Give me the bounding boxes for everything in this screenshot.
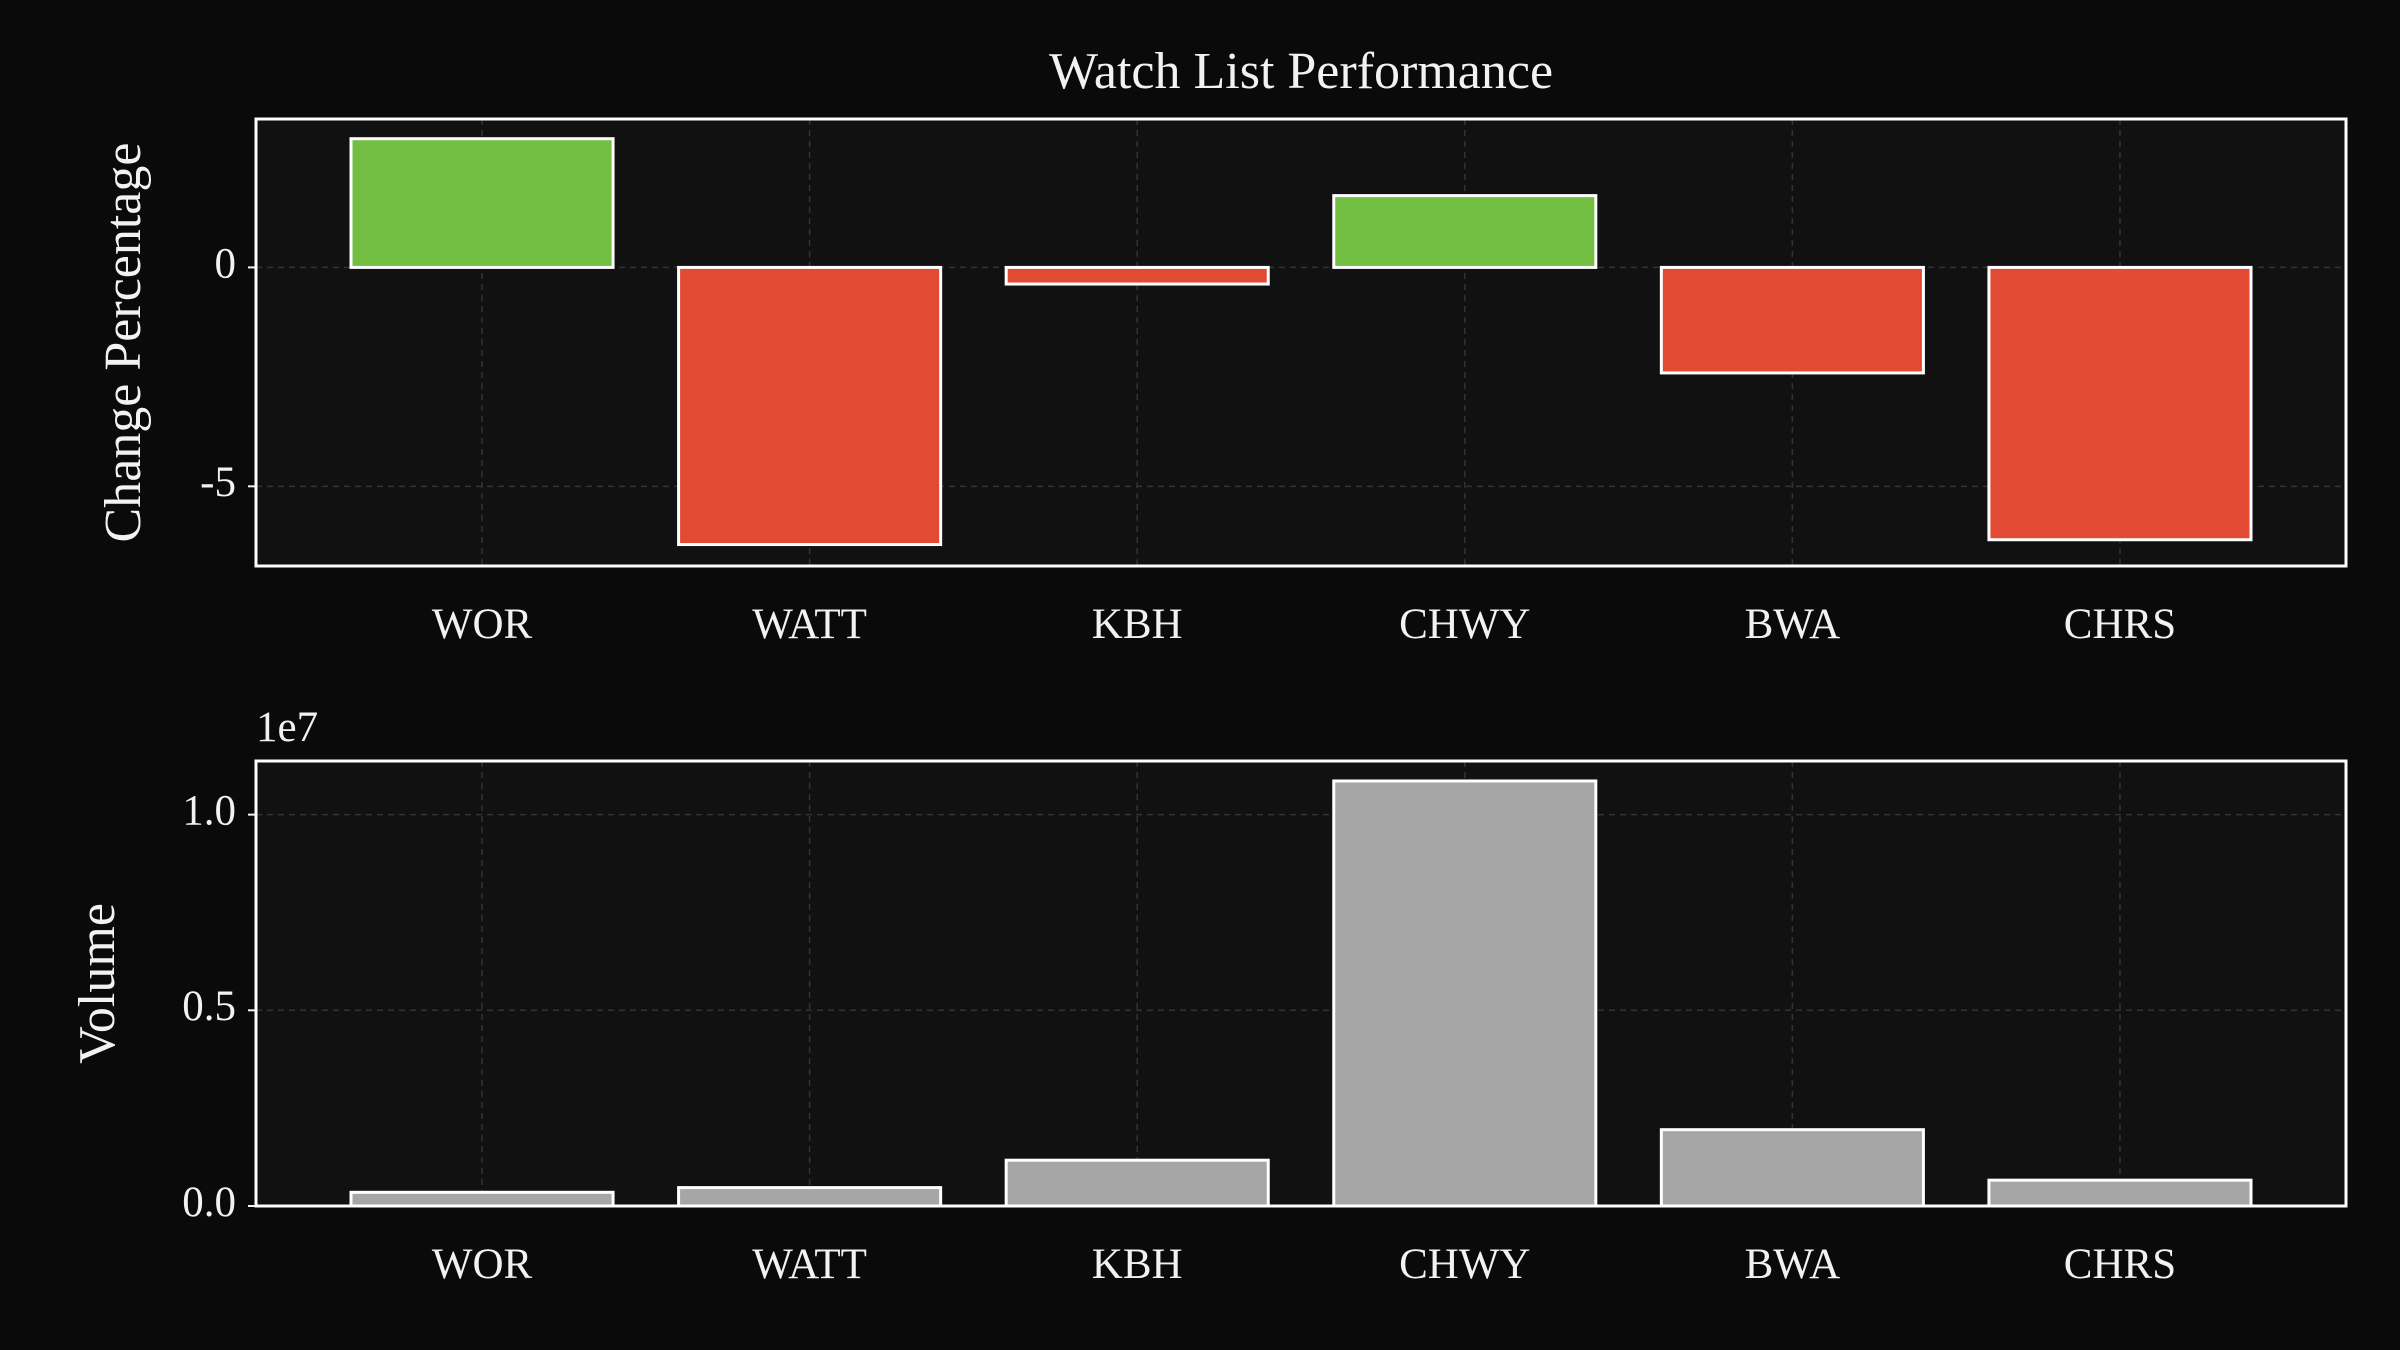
x-tick-label: CHWY <box>1399 1241 1530 1288</box>
bar <box>1659 265 1925 375</box>
bar <box>1987 1178 2253 1208</box>
y-axis-label: Change Percentage <box>95 143 152 543</box>
bar <box>349 1190 615 1208</box>
bar <box>1332 779 1598 1208</box>
bar <box>1332 194 1598 269</box>
x-tick-label: BWA <box>1745 601 1841 648</box>
y-tick-label: -5 <box>200 459 236 506</box>
plot-frame <box>254 759 2348 1208</box>
offset-label: 1e7 <box>256 704 318 751</box>
x-tick-label: KBH <box>1092 601 1183 648</box>
bar <box>677 1186 943 1208</box>
plot-frame <box>254 117 2348 568</box>
bar <box>349 137 615 269</box>
x-tick-label: BWA <box>1745 1241 1841 1288</box>
bar <box>1987 265 2253 542</box>
y-tick-label: 0.5 <box>182 983 236 1030</box>
x-tick-label: WOR <box>432 1241 533 1288</box>
x-tick-label: WATT <box>752 601 867 648</box>
y-tick-label: 1.0 <box>182 787 236 834</box>
plot-area <box>256 761 2346 1206</box>
x-tick-label: CHRS <box>2064 1241 2176 1288</box>
x-tick-label: CHRS <box>2064 601 2176 648</box>
chart-title: Watch List Performance <box>1049 43 1553 100</box>
bar <box>677 265 943 547</box>
x-tick-label: KBH <box>1092 1241 1183 1288</box>
x-tick-label: WOR <box>432 601 533 648</box>
y-tick-label: 0 <box>215 240 237 287</box>
bar <box>1004 265 1270 286</box>
bar <box>1659 1128 1925 1208</box>
x-tick-label: CHWY <box>1399 601 1530 648</box>
bar <box>1004 1158 1270 1208</box>
x-tick-label: WATT <box>752 1241 867 1288</box>
y-axis-label: Volume <box>69 903 126 1064</box>
y-tick-label: 0.0 <box>182 1179 236 1226</box>
